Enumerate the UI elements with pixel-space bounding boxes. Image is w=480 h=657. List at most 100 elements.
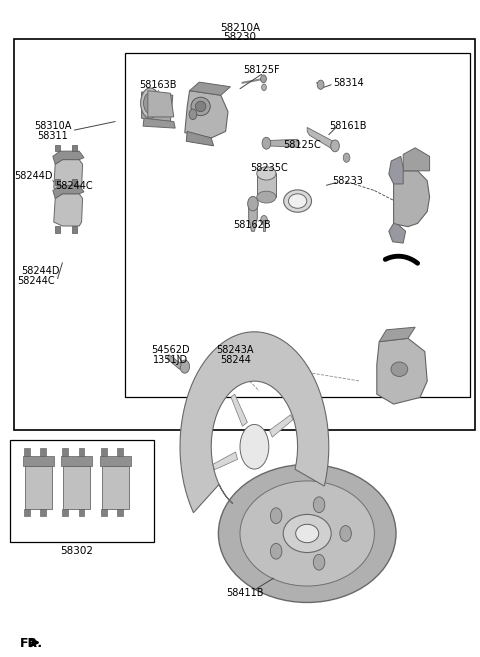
Polygon shape [389,156,403,184]
Circle shape [317,80,324,89]
Polygon shape [55,192,60,198]
Text: 58163B: 58163B [140,80,177,91]
Polygon shape [307,127,335,150]
Circle shape [248,196,258,211]
Polygon shape [40,448,46,456]
Polygon shape [167,355,181,369]
Polygon shape [377,338,427,404]
Circle shape [343,153,350,162]
Polygon shape [62,448,68,456]
Polygon shape [53,151,84,164]
Text: 58314: 58314 [334,78,364,89]
Text: 58161B: 58161B [329,121,367,131]
Polygon shape [101,448,107,456]
Polygon shape [100,456,131,466]
Circle shape [331,140,339,152]
Text: 58311: 58311 [37,131,68,141]
Circle shape [262,84,266,91]
Ellipse shape [296,524,319,543]
Polygon shape [55,179,60,185]
Polygon shape [63,466,90,509]
Ellipse shape [284,190,312,212]
Text: 58244: 58244 [220,355,251,365]
Text: 58230: 58230 [224,32,256,42]
Polygon shape [117,509,123,516]
Circle shape [189,109,197,120]
Polygon shape [185,91,228,138]
Polygon shape [379,327,415,342]
Text: 58125F: 58125F [243,65,280,76]
Circle shape [262,137,271,149]
Polygon shape [40,509,46,516]
Text: 58411B: 58411B [226,587,264,598]
Text: 58302: 58302 [60,545,93,556]
Circle shape [261,75,266,83]
Polygon shape [190,82,230,95]
Text: 54562D: 54562D [151,345,190,355]
Polygon shape [117,448,123,456]
Polygon shape [23,456,54,466]
Circle shape [270,508,282,524]
Polygon shape [263,220,265,231]
Polygon shape [55,145,60,151]
Circle shape [180,360,190,373]
Text: 58244D: 58244D [22,265,60,276]
Polygon shape [142,92,173,122]
Ellipse shape [257,167,276,180]
Polygon shape [61,456,92,466]
Text: 58243A: 58243A [216,345,254,355]
Circle shape [313,497,325,512]
Text: 58244C: 58244C [17,276,55,286]
Text: 58310A: 58310A [34,121,72,131]
Circle shape [313,555,325,570]
Polygon shape [25,466,52,509]
Polygon shape [403,148,430,171]
Polygon shape [72,179,77,185]
Ellipse shape [218,464,396,602]
Polygon shape [79,509,84,516]
Polygon shape [55,226,60,233]
Polygon shape [62,509,68,516]
Polygon shape [186,131,214,146]
Polygon shape [24,448,30,456]
Ellipse shape [195,101,206,112]
Polygon shape [79,448,84,456]
Text: FR.: FR. [20,637,43,650]
Ellipse shape [141,88,160,118]
Circle shape [340,526,351,541]
Text: 1351JD: 1351JD [153,355,188,365]
Bar [10,440,154,542]
Polygon shape [24,509,30,516]
Polygon shape [143,118,175,128]
Text: 58233: 58233 [333,176,363,187]
Polygon shape [72,145,77,151]
Ellipse shape [144,93,157,114]
Bar [14,39,475,430]
Polygon shape [180,332,329,512]
Polygon shape [389,223,406,243]
Polygon shape [266,139,300,147]
Polygon shape [102,466,129,509]
Text: 58210A: 58210A [220,22,260,33]
Polygon shape [72,226,77,233]
Ellipse shape [240,481,374,586]
Bar [125,53,470,397]
Ellipse shape [391,362,408,376]
Polygon shape [72,192,77,198]
Polygon shape [54,160,83,192]
Polygon shape [394,171,430,237]
Text: 58125C: 58125C [283,140,321,150]
Polygon shape [54,194,83,226]
Polygon shape [269,415,293,437]
Ellipse shape [240,424,269,469]
Polygon shape [101,509,107,516]
Circle shape [261,215,267,225]
Ellipse shape [191,97,210,116]
Polygon shape [249,205,257,231]
Polygon shape [53,185,84,198]
Text: 58235C: 58235C [250,162,288,173]
Ellipse shape [288,194,307,208]
Ellipse shape [283,514,331,553]
Text: 58162B: 58162B [233,220,271,231]
Polygon shape [257,173,276,197]
